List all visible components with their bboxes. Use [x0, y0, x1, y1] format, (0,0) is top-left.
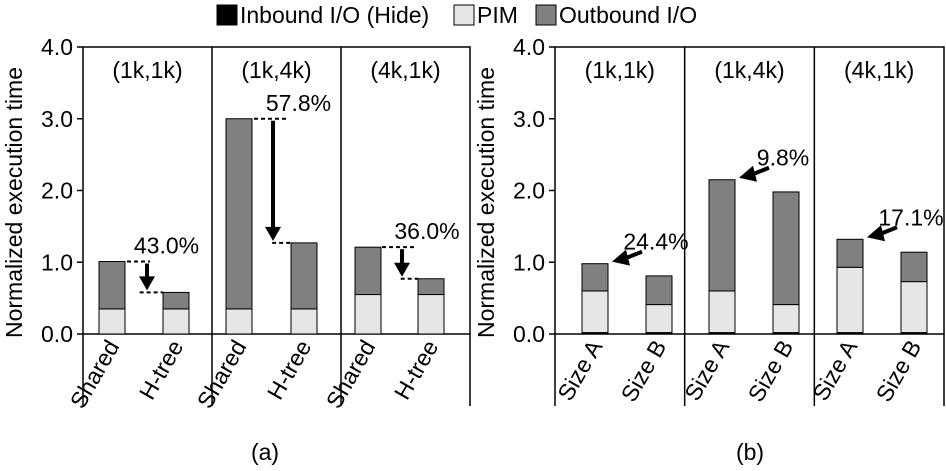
x-tick-label: Shared	[65, 336, 125, 413]
reduction-label: 24.4%	[623, 229, 688, 255]
y-tick-label: 4.0	[41, 34, 73, 60]
bar-segment-pim	[225, 308, 253, 335]
y-tick-label: 4.0	[513, 34, 545, 60]
y-tick-label: 1.0	[41, 249, 73, 275]
bar-segment-pim	[772, 304, 800, 334]
chart-panel-a: 0.0 1.0 2.0 3.0 4.0 Normalized execution time…	[1, 34, 471, 465]
bar-segment-outbound	[162, 291, 190, 310]
x-tick-label: Shared	[192, 336, 252, 413]
y-tick-label: 1.0	[513, 249, 545, 275]
bar-segment-outbound	[645, 275, 673, 306]
group-label: (1k,4k)	[714, 57, 784, 83]
reduction-label: 43.0%	[134, 233, 199, 259]
bar-segment-outbound	[417, 278, 445, 296]
bar-segment-pim	[708, 290, 736, 334]
bar-segment-pim	[290, 308, 318, 335]
bar-segment-outbound	[225, 118, 253, 310]
bar-segment-pim	[162, 308, 190, 335]
legend: Inbound I/O (Hide) PIM Outbound I/O	[216, 2, 697, 28]
legend-label-inbound: Inbound I/O (Hide)	[240, 2, 429, 28]
reduction-arrowhead	[394, 262, 410, 277]
reduction-arrowhead	[139, 276, 155, 291]
x-tick-label: Size A	[807, 335, 862, 405]
reduction-arrowhead	[867, 225, 885, 242]
bar-segment-pim	[645, 304, 673, 334]
bar-segment-pim	[354, 294, 382, 335]
bar-segment-outbound	[772, 191, 800, 306]
reduction-arrowhead	[612, 249, 630, 266]
legend-swatch-inbound	[216, 4, 238, 26]
bar-segment-outbound	[354, 246, 382, 296]
bar-segment-outbound	[98, 261, 126, 310]
legend-label-pim: PIM	[477, 2, 518, 28]
reduction-label: 36.0%	[394, 218, 459, 244]
bar-segment-outbound	[581, 263, 609, 292]
y-tick-label: 3.0	[513, 106, 545, 132]
legend-swatch-pim	[453, 4, 475, 26]
y-axis-label: Normalized execution time	[1, 67, 27, 338]
bar-segment-pim	[581, 290, 609, 334]
y-tick-label: 3.0	[41, 106, 73, 132]
bar-segment-outbound	[836, 238, 864, 268]
x-tick-label: H-tree	[262, 336, 316, 404]
x-tick-label: Size B	[616, 336, 672, 407]
reduction-label: 57.8%	[266, 90, 331, 116]
group-label: (4k,1k)	[844, 57, 914, 83]
x-tick-label: Size B	[743, 336, 799, 407]
y-tick-label: 2.0	[41, 178, 73, 204]
chart-panel-b: 0.0 1.0 2.0 3.0 4.0 Normalized execution time…	[473, 34, 945, 465]
group-label: (1k,4k)	[241, 57, 311, 83]
y-axis-label: Normalized execution time	[473, 67, 499, 338]
bar-segment-pim	[836, 266, 864, 334]
reduction-arrowhead	[739, 165, 757, 182]
bar-segment-pim	[417, 294, 445, 335]
bar-segment-outbound	[290, 242, 318, 310]
x-tick-label: Size A	[679, 335, 734, 405]
bar-segment-pim	[900, 281, 928, 334]
reduction-label: 9.8%	[757, 145, 809, 171]
panel-caption: (a)	[251, 439, 279, 465]
x-tick-label: Shared	[321, 336, 381, 413]
reduction-label: 17.1%	[878, 204, 943, 230]
x-tick-label: H-tree	[134, 336, 188, 404]
y-tick-label: 0.0	[41, 321, 73, 347]
x-tick-label: Size B	[871, 336, 927, 407]
x-tick-label: Size A	[552, 335, 607, 405]
plot-frame	[82, 46, 471, 335]
group-label: (1k,1k)	[585, 57, 655, 83]
bar-segment-outbound	[900, 251, 928, 283]
legend-swatch-outbound	[535, 4, 557, 26]
panel-caption: (b)	[736, 439, 764, 465]
group-label: (4k,1k)	[370, 57, 440, 83]
plot-frame	[554, 46, 945, 335]
y-tick-label: 0.0	[513, 321, 545, 347]
y-tick-label: 2.0	[513, 178, 545, 204]
legend-label-outbound: Outbound I/O	[559, 2, 697, 28]
x-tick-label: H-tree	[389, 336, 443, 404]
reduction-arrowhead	[265, 226, 281, 241]
group-label: (1k,1k)	[112, 57, 182, 83]
bar-segment-pim	[98, 308, 126, 335]
bar-segment-outbound	[708, 179, 736, 292]
